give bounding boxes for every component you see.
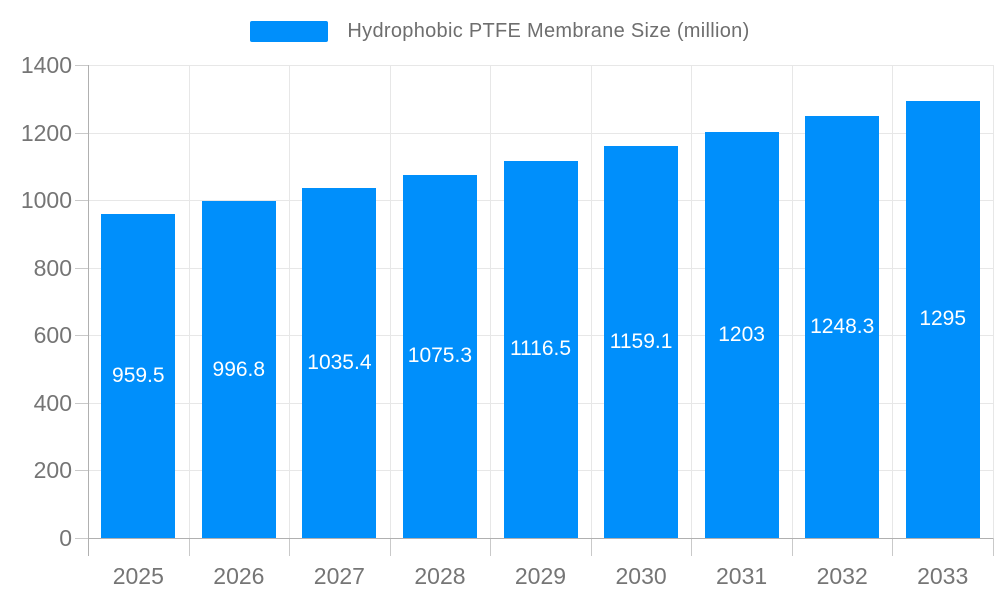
legend: Hydrophobic PTFE Membrane Size (million) [0,20,1000,43]
y-axis-label: 400 [33,389,72,416]
legend-item[interactable]: Hydrophobic PTFE Membrane Size (million) [250,20,749,43]
y-tick [75,200,88,202]
bar-value-label: 1035.4 [307,351,372,375]
y-tick [75,132,88,134]
v-gridline [590,65,592,538]
y-axis-label: 600 [33,322,72,349]
x-tick [892,538,894,556]
bar [503,160,578,538]
y-axis-label: 1000 [20,187,72,214]
x-axis-label: 2029 [514,563,567,589]
v-gridline [188,65,190,538]
x-axis-label: 2027 [313,563,365,589]
x-axis-line [88,538,993,539]
v-gridline [490,65,492,538]
x-tick [993,538,994,556]
v-gridline [791,65,793,538]
bar [101,213,176,538]
y-tick [75,402,88,404]
bar [402,174,477,538]
y-tick [75,65,88,66]
y-axis-label: 1400 [20,52,72,78]
y-axis-label: 200 [33,457,72,484]
y-tick [75,470,88,472]
bar-value-label: 1203 [718,322,765,346]
h-gridline [88,65,993,66]
bar-value-label: 1295 [919,307,967,331]
x-axis-label: 2025 [112,563,164,589]
legend-label: Hydrophobic PTFE Membrane Size (million) [347,20,750,42]
bar [704,131,779,538]
y-axis-label: 800 [33,254,72,281]
x-axis-label: 2026 [213,563,265,589]
v-gridline [993,65,994,538]
bar-value-label: 996.8 [212,357,266,381]
bar [201,201,276,538]
bar [302,188,377,538]
x-tick [188,538,190,556]
bar-value-label: 1159.1 [609,330,673,354]
bar [604,146,679,538]
x-tick [389,538,391,556]
x-axis-label: 2028 [414,563,466,589]
x-axis-label: 2031 [716,563,768,589]
y-axis-line [88,65,89,556]
h-gridline [88,132,993,134]
x-tick [691,538,693,556]
x-tick [289,538,291,556]
v-gridline [289,65,291,538]
legend-swatch-icon [250,21,329,42]
x-axis-label: 2030 [615,563,667,589]
x-tick [590,538,592,556]
x-tick [791,538,793,556]
v-gridline [691,65,693,538]
y-tick [75,267,88,269]
bar-value-label: 959.5 [112,363,165,387]
bar [905,100,980,538]
bar-value-label: 1248.3 [810,315,875,339]
bar-value-label: 1075.3 [407,344,472,368]
v-gridline [389,65,391,538]
bar-value-label: 1116.5 [509,337,572,361]
y-axis-label: 0 [59,525,72,551]
bar [805,116,880,538]
v-gridline [892,65,894,538]
y-axis-label: 1200 [20,119,72,146]
x-tick [490,538,492,556]
y-tick [75,335,88,337]
y-tick [75,538,88,539]
x-axis-label: 2033 [917,563,969,589]
x-axis-label: 2032 [816,563,868,589]
